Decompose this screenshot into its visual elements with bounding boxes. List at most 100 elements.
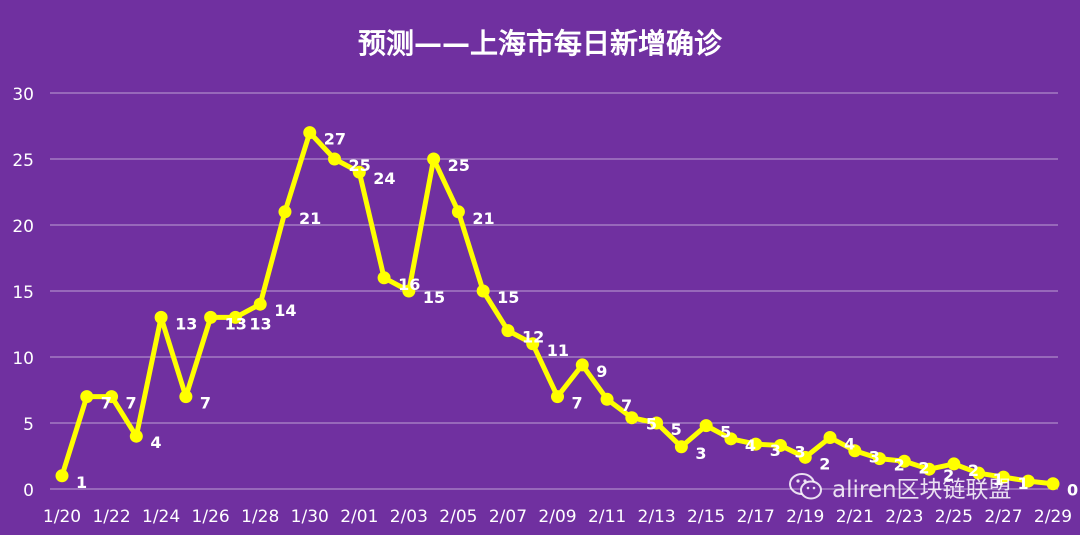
y-tick-label: 25 — [12, 151, 34, 171]
x-tick-label: 2/01 — [340, 507, 378, 527]
x-tick-label: 2/23 — [885, 507, 923, 527]
data-point — [848, 444, 862, 458]
data-label: 15 — [423, 288, 445, 307]
data-point — [897, 454, 911, 468]
data-point — [253, 297, 267, 311]
data-label: 12 — [522, 328, 544, 347]
x-tick-label: 2/29 — [1034, 507, 1072, 527]
data-label: 2 — [918, 458, 929, 477]
y-tick-label: 20 — [12, 217, 34, 237]
data-label: 27 — [324, 130, 346, 149]
data-label: 7 — [101, 394, 112, 413]
data-point — [204, 310, 218, 324]
watermark-text: aliren区块链联盟 — [832, 477, 1012, 503]
x-tick-label: 1/28 — [241, 507, 279, 527]
x-tick-label: 1/30 — [291, 507, 329, 527]
data-point — [377, 271, 391, 285]
data-label: 2 — [819, 454, 830, 473]
data-point — [1046, 477, 1060, 491]
y-tick-label: 0 — [23, 481, 34, 501]
data-label: 3 — [869, 448, 880, 467]
data-label: 9 — [596, 362, 607, 381]
data-point — [328, 152, 342, 166]
data-point — [154, 310, 168, 324]
data-point — [427, 152, 441, 166]
data-point — [105, 390, 119, 404]
data-label: 21 — [299, 209, 321, 228]
data-point — [476, 284, 490, 298]
data-label: 11 — [547, 341, 569, 360]
data-label: 24 — [373, 169, 395, 188]
x-tick-label: 1/22 — [92, 507, 130, 527]
data-label: 3 — [794, 442, 805, 461]
watermark: aliren区块链联盟 — [788, 470, 1012, 504]
data-label: 25 — [448, 156, 470, 175]
y-tick-label: 10 — [12, 349, 34, 369]
data-label: 13 — [225, 314, 247, 333]
data-label: 7 — [126, 394, 137, 413]
data-point — [303, 126, 317, 140]
data-point — [798, 450, 812, 464]
data-point — [575, 358, 589, 372]
x-tick-label: 2/07 — [489, 507, 527, 527]
series-points — [55, 126, 1060, 491]
x-tick-label: 2/11 — [588, 507, 626, 527]
x-tick-label: 1/20 — [43, 507, 81, 527]
data-point — [451, 205, 465, 219]
x-tick-label: 2/13 — [638, 507, 676, 527]
data-point — [922, 462, 936, 476]
x-tick-label: 2/03 — [390, 507, 428, 527]
data-label: 4 — [844, 435, 855, 454]
data-point — [402, 284, 416, 298]
data-label: 2 — [943, 466, 954, 485]
x-tick-label: 2/25 — [935, 507, 973, 527]
data-point — [501, 324, 515, 338]
data-label: 4 — [150, 433, 161, 452]
x-tick-label: 2/27 — [984, 507, 1022, 527]
data-label: 25 — [349, 156, 371, 175]
data-point — [179, 390, 193, 404]
x-tick-label: 2/17 — [737, 507, 775, 527]
data-point — [352, 165, 366, 179]
data-label: 7 — [200, 394, 211, 413]
data-point — [80, 390, 94, 404]
data-point — [972, 466, 986, 480]
data-label: 0 — [1067, 481, 1078, 500]
data-label: 1 — [1017, 474, 1028, 493]
y-tick-label: 15 — [12, 283, 34, 303]
data-label: 3 — [770, 441, 781, 460]
data-label: 13 — [249, 314, 271, 333]
data-point — [625, 411, 639, 425]
data-label: 2 — [968, 461, 979, 480]
data-point — [947, 457, 961, 471]
data-point — [228, 310, 242, 324]
grid-lines — [50, 92, 1058, 490]
x-tick-label: 2/19 — [786, 507, 824, 527]
data-point — [129, 429, 143, 443]
data-label: 16 — [398, 275, 420, 294]
data-point — [749, 437, 763, 451]
x-tick-label: 2/05 — [439, 507, 477, 527]
data-label: 1 — [76, 473, 87, 492]
series-line — [59, 130, 1056, 487]
series-line — [59, 130, 1056, 487]
x-tick-label: 2/09 — [538, 507, 576, 527]
data-point — [724, 432, 738, 446]
y-axis-ticks: 0 5 10 15 20 25 30 — [12, 85, 34, 501]
data-label: 21 — [472, 209, 494, 228]
data-point — [773, 438, 787, 452]
x-tick-label: 2/21 — [836, 507, 874, 527]
data-point — [1021, 474, 1035, 488]
data-point — [699, 419, 713, 433]
data-label: 1 — [993, 470, 1004, 489]
data-label: 14 — [274, 301, 296, 320]
data-point — [873, 452, 887, 466]
data-label: 5 — [646, 415, 657, 434]
data-point — [278, 205, 292, 219]
wechat-icon — [789, 473, 822, 500]
data-point — [551, 390, 564, 404]
chart-title: 预测——上海市每日新增确诊 — [357, 27, 722, 60]
data-label: 7 — [572, 394, 583, 413]
